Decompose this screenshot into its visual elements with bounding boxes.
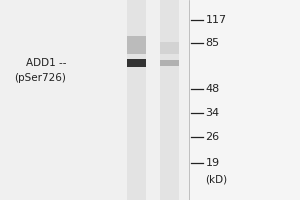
Bar bbox=[127, 0, 146, 200]
Bar bbox=[127, 36, 146, 54]
Text: 34: 34 bbox=[206, 108, 220, 118]
Text: 26: 26 bbox=[206, 132, 220, 142]
Bar bbox=[160, 42, 179, 54]
Text: 48: 48 bbox=[206, 84, 220, 94]
Text: 19: 19 bbox=[206, 158, 220, 168]
Bar bbox=[189, 0, 300, 200]
Text: ADD1 --: ADD1 -- bbox=[26, 58, 66, 68]
Bar bbox=[127, 59, 146, 67]
Bar bbox=[160, 0, 179, 200]
Text: (pSer726): (pSer726) bbox=[14, 73, 66, 83]
Text: (kD): (kD) bbox=[206, 175, 228, 185]
Text: 117: 117 bbox=[206, 15, 226, 25]
Text: 85: 85 bbox=[206, 38, 220, 48]
Bar bbox=[160, 60, 179, 66]
